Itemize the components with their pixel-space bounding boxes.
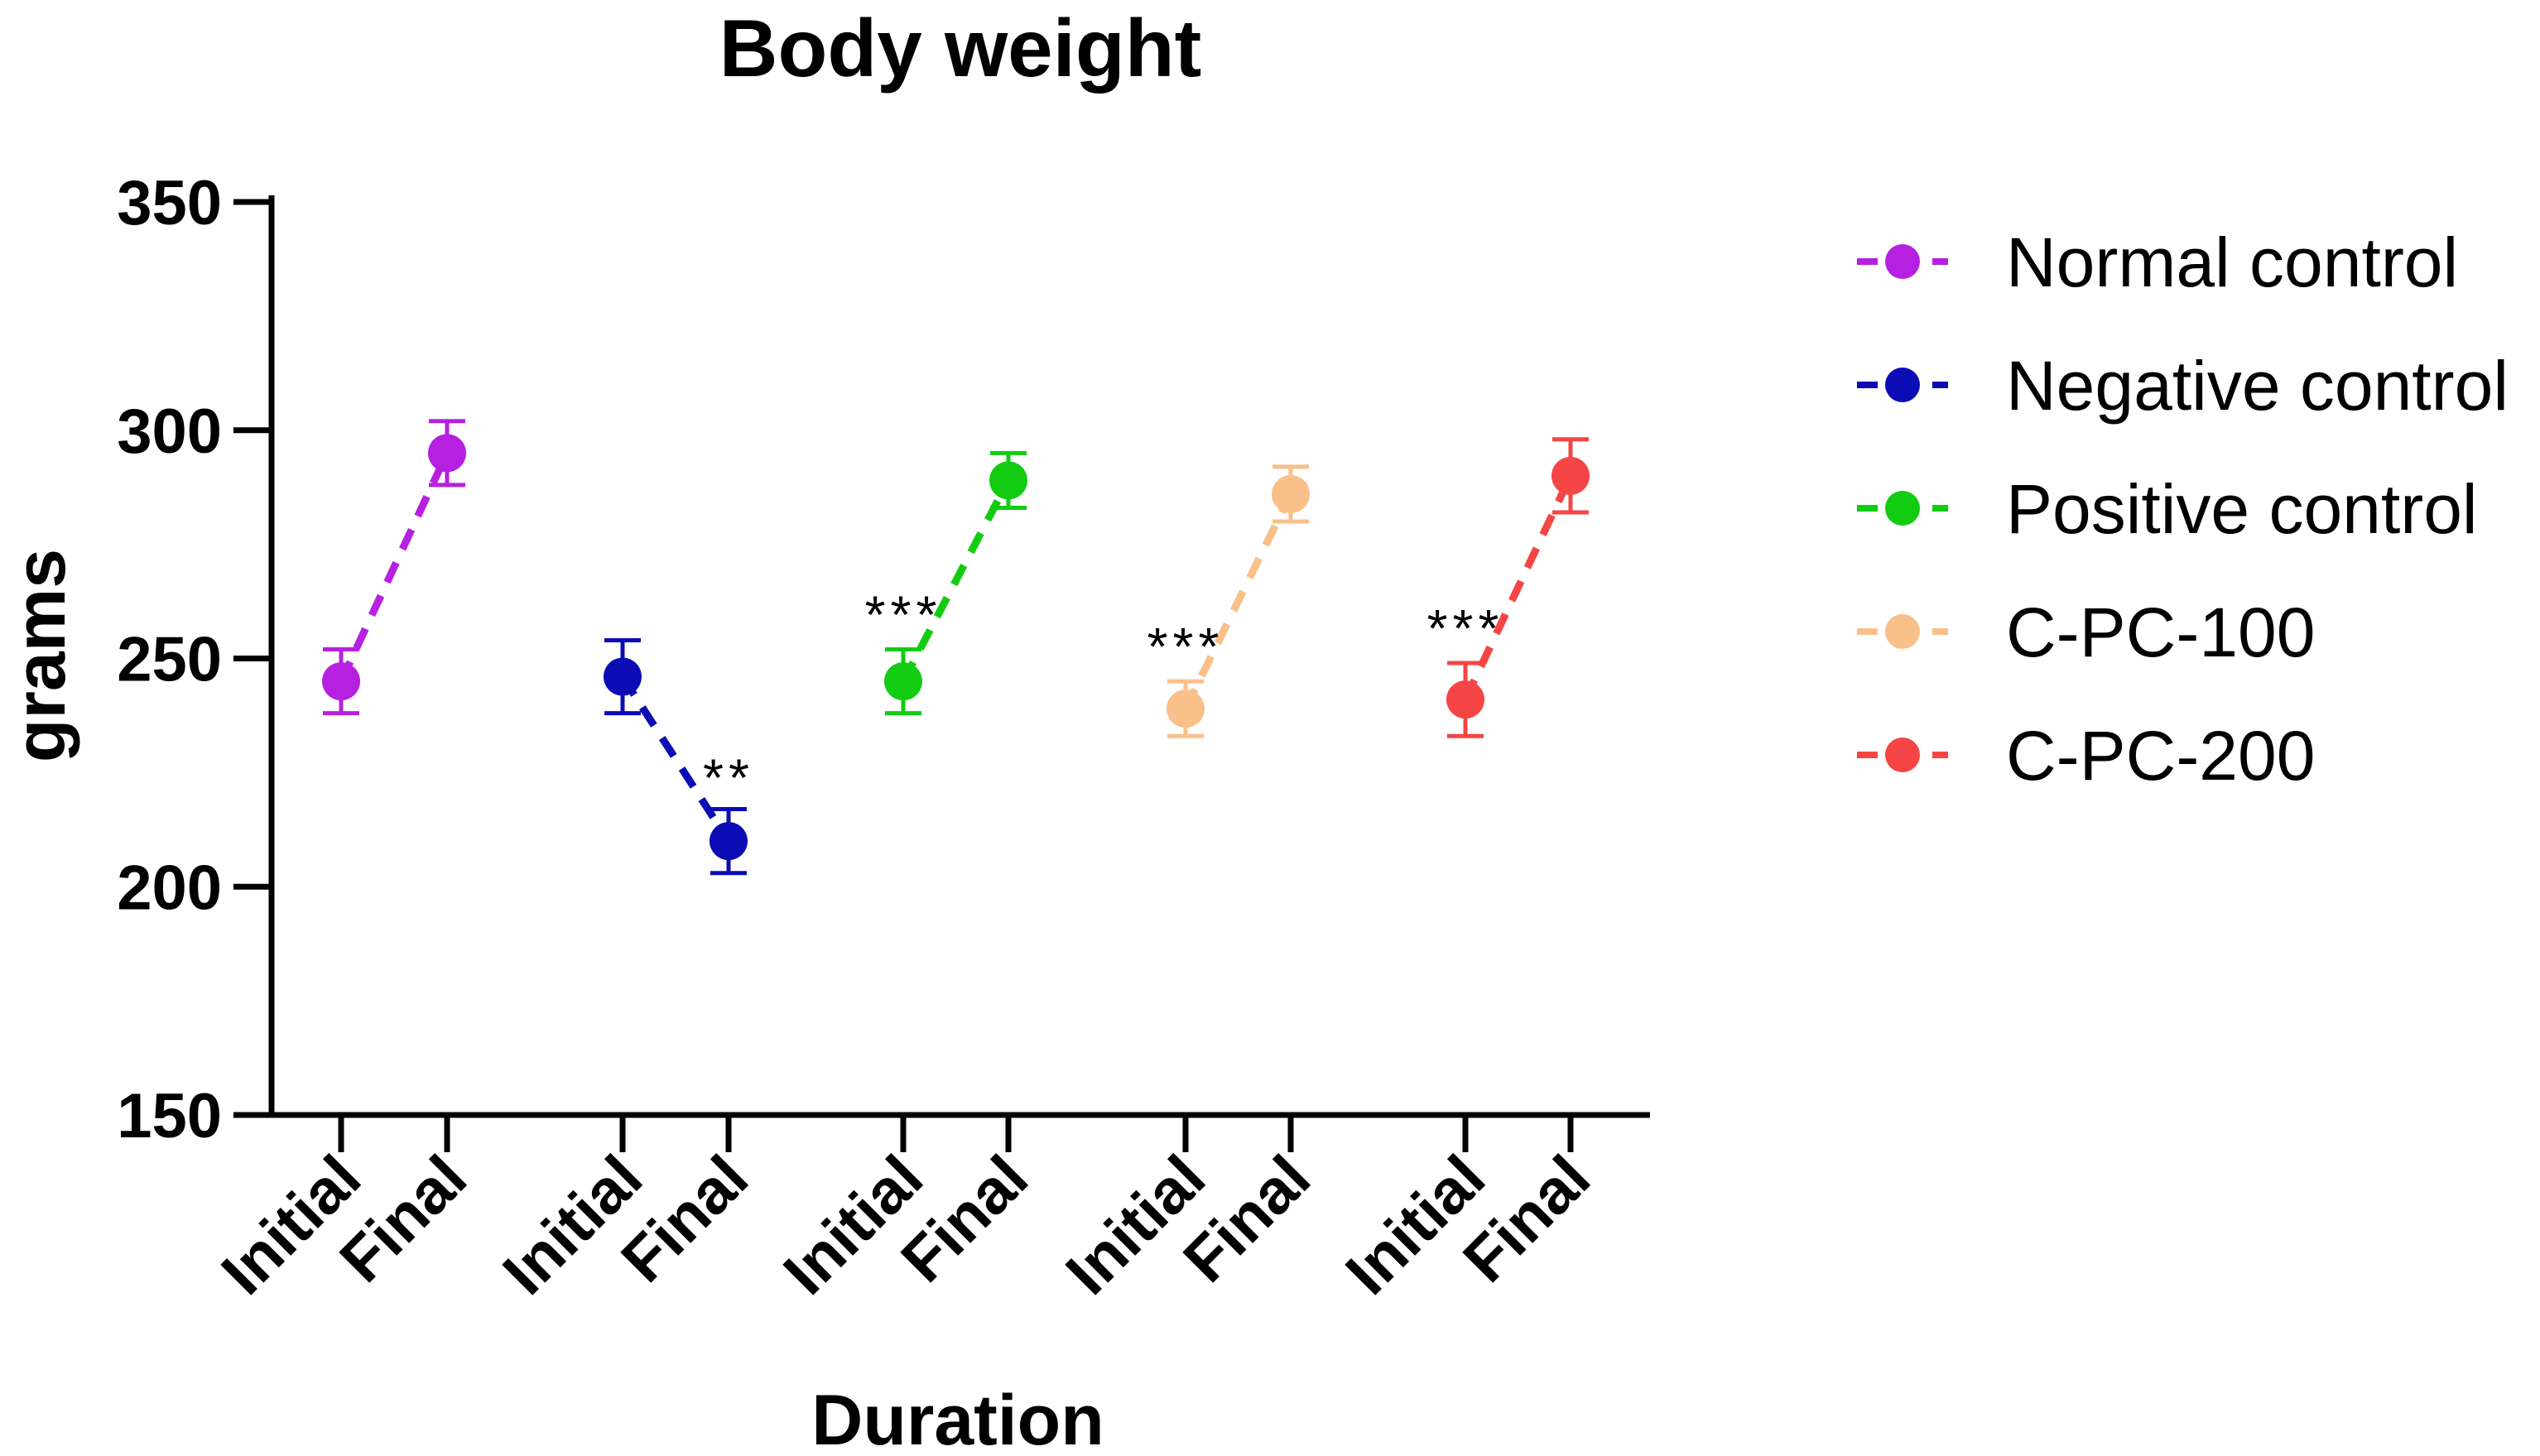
x-tick-label: Final [888,1142,1042,1296]
data-point [604,657,642,696]
data-point [884,662,922,701]
legend-marker [1885,368,1920,402]
significance-annotation: *** [1147,617,1224,676]
legend-marker [1885,491,1920,526]
series-negative-control: ** [604,637,754,876]
series-line [337,451,451,683]
y-tick-label: 200 [117,853,222,923]
data-point [989,461,1027,500]
legend-label: Positive control [2006,470,2478,548]
x-axis-label: Duration [811,1381,1104,1456]
y-ticks: 150 200 250 300 350 [117,168,272,1151]
series-line [619,675,732,843]
data-point [1167,690,1205,728]
x-tick-label: Final [327,1142,481,1296]
y-tick-label: 350 [117,168,222,238]
series-line [1461,473,1575,702]
data-point [322,662,360,701]
legend-item: Negative control [1857,347,2509,425]
significance-annotation: *** [1427,598,1504,658]
series-normal-control [322,419,466,716]
series-positive-control: *** [865,450,1027,716]
y-tick-label: 300 [117,396,222,467]
legend-item: Positive control [1857,470,2478,548]
axes [268,195,1650,1118]
data-point [1446,680,1484,719]
series-line [1181,492,1295,711]
data-point [710,822,748,861]
legend-marker [1885,614,1920,649]
y-tick-label: 250 [117,625,222,695]
x-tick-label: Final [1450,1142,1604,1296]
data-point [1551,456,1590,495]
data-point [428,434,466,473]
legend-label: C-PC-100 [2006,593,2315,671]
significance-annotation: ** [703,747,754,807]
data-point [1272,474,1310,513]
legend: Normal control Negative control Positive c… [1857,223,2509,795]
legend-item: Normal control [1857,223,2458,301]
legend-label: Normal control [2006,223,2458,301]
significance-annotation: *** [865,584,942,644]
y-axis-label: grams [1,549,80,762]
legend-label: Negative control [2006,347,2509,425]
series-layer: ******** *** [322,419,1590,876]
legend-marker [1885,244,1920,279]
legend-item: C-PC-200 [1857,717,2315,795]
series-c-pc-200: *** [1427,437,1590,738]
chart-title: Body weight [719,2,1202,94]
y-tick-label: 150 [117,1081,222,1151]
legend-label: C-PC-200 [2006,717,2315,795]
series-c-pc-100: *** [1147,464,1310,738]
x-tick-label: Final [1171,1142,1325,1296]
legend-item: C-PC-100 [1857,593,2315,671]
legend-marker [1885,738,1920,772]
x-tick-label: Final [609,1142,762,1296]
